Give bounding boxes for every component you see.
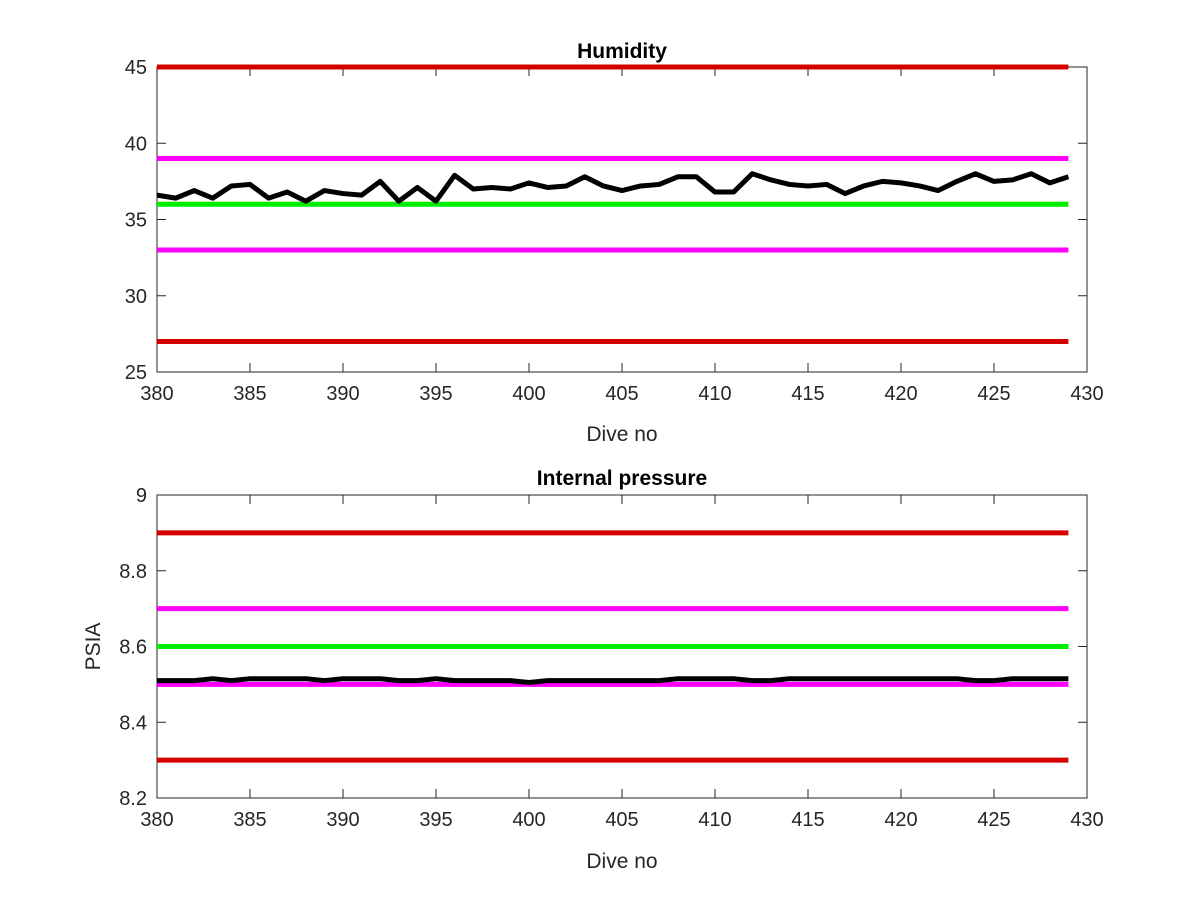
y-tick-label: 8.2 — [119, 788, 147, 810]
x-tick-label: 420 — [884, 809, 917, 831]
x-tick-label: 425 — [977, 383, 1010, 405]
x-tick-label: 410 — [698, 809, 731, 831]
y-tick-label: 8.4 — [119, 712, 147, 734]
y-tick-label: 40 — [125, 133, 147, 155]
x-tick-label: 405 — [605, 383, 638, 405]
chart-title: Internal pressure — [537, 467, 707, 490]
x-tick-label: 390 — [326, 809, 359, 831]
internal-pressure-chart: Internal pressure Dive no PSIA 380 385 390… — [82, 467, 1104, 873]
x-tick-label: 430 — [1070, 383, 1103, 405]
x-tick-label: 390 — [326, 383, 359, 405]
x-tick-label: 395 — [419, 809, 452, 831]
series-line — [157, 676, 1069, 685]
x-tick-label: 420 — [884, 383, 917, 405]
x-tick-label: 415 — [791, 809, 824, 831]
x-tick-label: 405 — [605, 809, 638, 831]
chart-title: Humidity — [577, 40, 667, 63]
y-tick-label: 8.6 — [119, 637, 147, 659]
x-tick-label: 400 — [512, 383, 545, 405]
x-tick-label: 415 — [791, 383, 824, 405]
y-tick-label: 45 — [125, 57, 147, 79]
x-tick-label: 380 — [140, 809, 173, 831]
x-tick-label: 400 — [512, 809, 545, 831]
x-tick-label: 410 — [698, 383, 731, 405]
y-tick-label: 35 — [125, 210, 147, 232]
x-tick-label: 385 — [233, 809, 266, 831]
y-tick-label: 8.8 — [119, 561, 147, 583]
y-tick-label: 30 — [125, 286, 147, 308]
x-tick-label: 395 — [419, 383, 452, 405]
x-axis-label: Dive no — [586, 423, 657, 446]
x-tick-label: 425 — [977, 809, 1010, 831]
x-tick-label: 385 — [233, 383, 266, 405]
humidity-chart: Humidity Dive no 380 385 390 395 400 405 410 41… — [125, 40, 1104, 446]
series-line — [156, 171, 1070, 204]
y-tick-label: 25 — [125, 362, 147, 384]
y-axis-label: PSIA — [82, 623, 105, 671]
x-tick-label: 380 — [140, 383, 173, 405]
x-axis-label: Dive no — [586, 850, 657, 873]
x-tick-label: 430 — [1070, 809, 1103, 831]
y-tick-label: 9 — [136, 485, 147, 507]
